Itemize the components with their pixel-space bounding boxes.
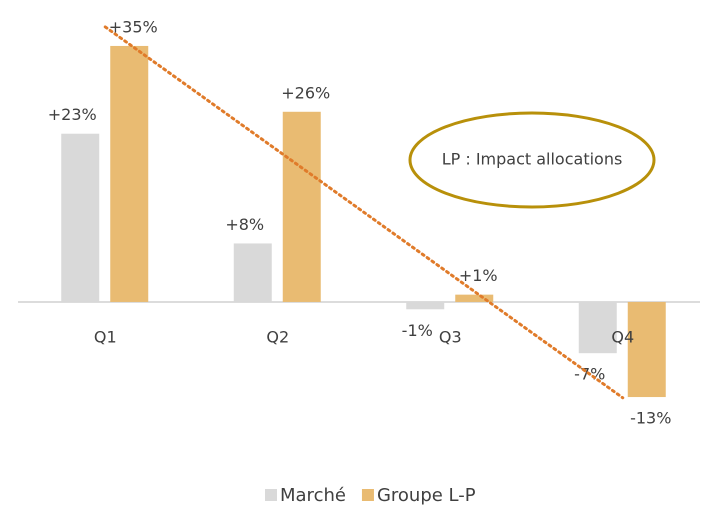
legend-label: Groupe L-P (377, 485, 476, 506)
bar (110, 45, 149, 302)
bar (627, 301, 666, 398)
legend-swatch (361, 489, 374, 501)
bar (61, 133, 100, 302)
value-label: +35% (109, 17, 158, 36)
value-label: +26% (281, 83, 330, 102)
x-tick-label: Q3 (439, 327, 462, 346)
x-tick-label: Q2 (266, 327, 289, 346)
bar (233, 243, 272, 302)
trend-line (103, 25, 625, 400)
bar (455, 294, 494, 302)
x-tick-label: Q4 (611, 327, 634, 346)
value-label: +8% (225, 215, 264, 234)
bar (578, 301, 617, 354)
value-label: -1% (402, 321, 433, 340)
annotation-ellipse (408, 111, 656, 209)
legend-swatch (265, 489, 277, 501)
x-tick-label: Q1 (94, 327, 117, 346)
value-label: -13% (630, 409, 671, 428)
value-label: +23% (48, 105, 97, 124)
bar (282, 111, 321, 302)
legend-label: Marché (280, 485, 346, 506)
annotation: LP : Impact allocations (442, 150, 623, 169)
value-label: +1% (459, 266, 498, 285)
bar (406, 301, 445, 310)
